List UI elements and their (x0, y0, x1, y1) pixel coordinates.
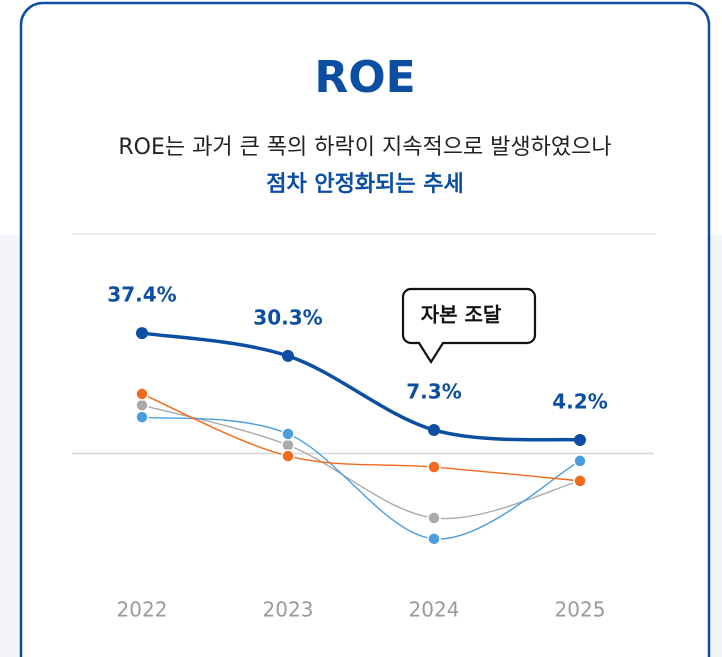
card (19, 1, 711, 657)
data-point (573, 474, 587, 488)
data-point (281, 449, 295, 463)
subtitle-emphasis: 점차 안정화되는 추세 (266, 172, 463, 197)
series-line (141, 404, 581, 520)
data-point (282, 349, 294, 362)
data-point (427, 532, 441, 546)
data-point (135, 398, 149, 412)
x-tick-label: 2024 (409, 598, 460, 622)
data-point (573, 454, 587, 468)
data-point (135, 387, 149, 401)
series-line (141, 331, 581, 442)
chart-title: ROE (314, 52, 415, 103)
data-point (428, 423, 440, 436)
series-line (141, 393, 581, 482)
x-tick-label: 2025 (555, 598, 606, 622)
data-point (574, 433, 586, 446)
data-label: 4.2% (552, 389, 607, 413)
data-label: 30.3% (253, 305, 322, 329)
data-point (427, 460, 441, 474)
series-line (141, 416, 581, 540)
subtitle: ROE는 과거 큰 폭의 하락이 지속적으로 발생하였으나 (118, 135, 611, 160)
data-point (281, 427, 295, 441)
data-label: 7.3% (406, 379, 461, 403)
x-tick-label: 2023 (263, 598, 314, 622)
data-point (136, 327, 148, 340)
data-point (427, 511, 441, 525)
data-label: 37.4% (107, 283, 176, 307)
data-point (135, 410, 149, 424)
annotation: 자본 조달 (421, 303, 502, 327)
x-tick-label: 2022 (117, 598, 168, 622)
callout (401, 287, 537, 365)
